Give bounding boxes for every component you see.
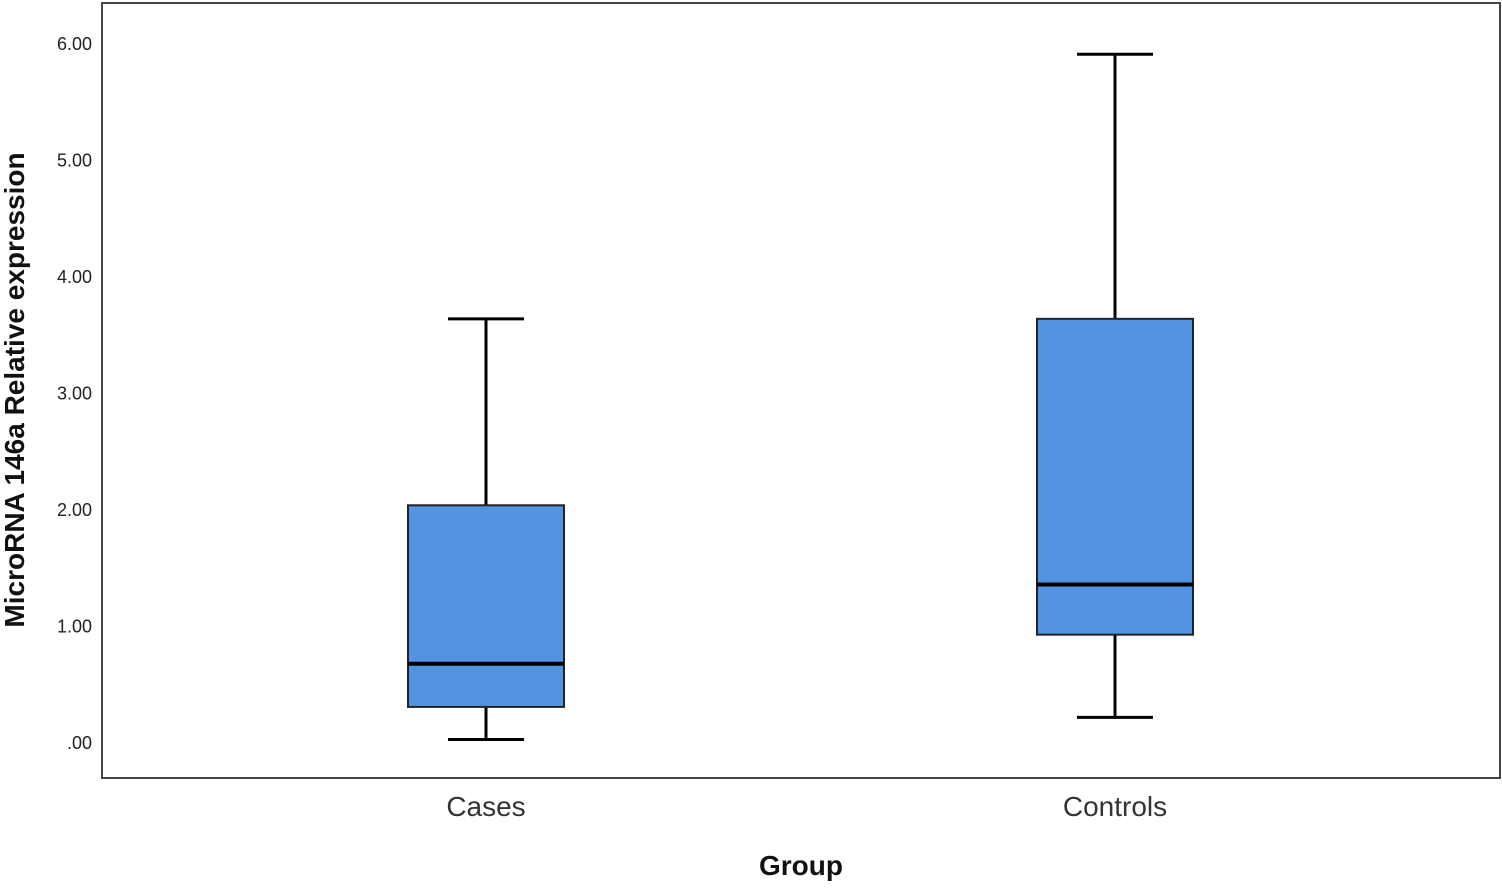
- y-axis: .00 1.00 2.00 3.00 4.00 5.00 6.00: [57, 34, 92, 753]
- x-tick-label: Cases: [446, 791, 525, 822]
- y-tick-label: 4.00: [57, 267, 92, 287]
- boxes: [407, 52, 1194, 742]
- box-controls: [1036, 52, 1194, 719]
- plot-area-frame: [101, 2, 1501, 779]
- y-axis-title: MicroRNA 146a Relative expression: [0, 152, 30, 627]
- iqr-box: [407, 504, 565, 708]
- y-tick-label: 1.00: [57, 616, 92, 636]
- box-cases: [407, 317, 565, 742]
- x-axis-title: Group: [759, 850, 843, 881]
- y-tick-label: 2.00: [57, 500, 92, 520]
- iqr-box: [1036, 317, 1194, 636]
- y-tick-label: 6.00: [57, 34, 92, 54]
- x-tick-label: Controls: [1063, 791, 1167, 822]
- y-tick-label: .00: [67, 733, 92, 753]
- x-axis: Cases Controls: [446, 791, 1167, 822]
- y-tick-label: 5.00: [57, 150, 92, 170]
- y-tick-label: 3.00: [57, 383, 92, 403]
